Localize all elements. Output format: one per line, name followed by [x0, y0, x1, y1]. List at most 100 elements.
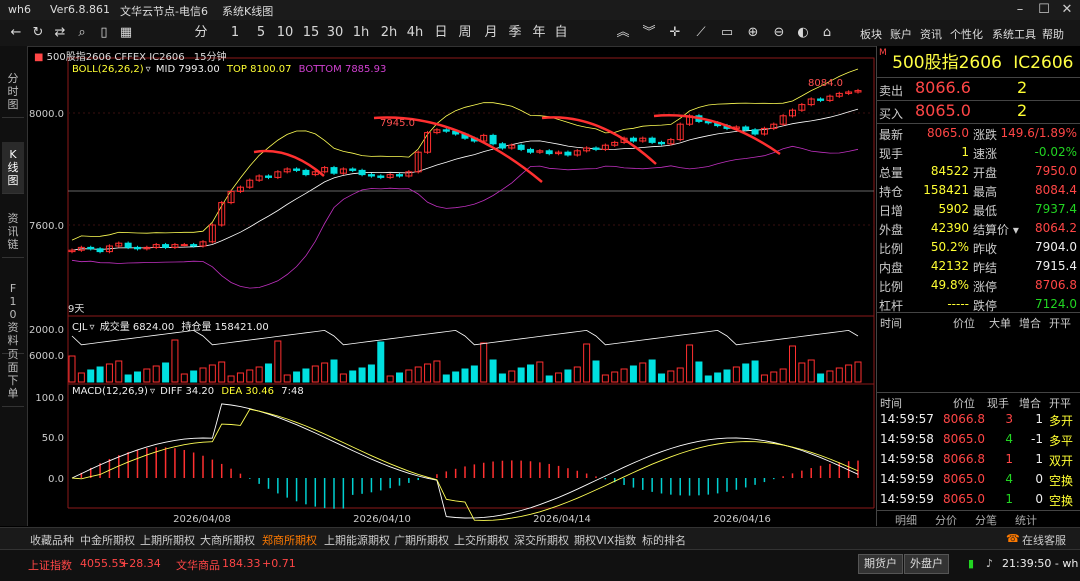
menu-1[interactable]: 账户 [890, 28, 912, 41]
theme-icon[interactable]: ◐ [797, 25, 809, 40]
bottom-tab-1[interactable]: 中金所期权 [80, 534, 135, 547]
candlestick-icon[interactable]: ▯ [100, 25, 108, 40]
bottom-tab-6[interactable]: 广期所期权 [394, 534, 449, 547]
tab-label: F10资料 [7, 282, 19, 347]
index2-name[interactable]: 文华商品 [176, 559, 220, 572]
quote-row: 内盘 42132 昨结 7915.4 [877, 257, 1080, 276]
rectangle-icon[interactable]: ▭ [720, 25, 734, 40]
volume-bar [545, 375, 553, 383]
period-13[interactable]: 年 [532, 25, 546, 40]
bottom-tab-4[interactable]: 郑商所期权 [262, 534, 317, 547]
candle-body [845, 91, 853, 94]
close-icon[interactable]: ✕ [1061, 2, 1073, 17]
flag-icon: M [879, 48, 887, 58]
bid-row[interactable]: 买入 8065.0 2 [877, 100, 1080, 123]
support-icon[interactable]: ☎ [1006, 532, 1020, 545]
candle-body [143, 246, 151, 250]
trend-arc [373, 116, 543, 183]
quote-value: 49.8% [930, 278, 969, 292]
quote-label: 比例 [879, 242, 904, 256]
tab-f10[interactable]: F10资料 [2, 276, 24, 354]
tab-news[interactable]: 资讯链 [2, 206, 24, 258]
menu-5[interactable]: 帮助 [1042, 28, 1064, 41]
subtab-detail[interactable]: 明细 [895, 514, 917, 527]
chevron-up-double-icon[interactable]: ︽ [616, 25, 630, 40]
grid-icon[interactable]: ▦ [119, 25, 133, 40]
chart-canvas[interactable]: 8000.0 7600.0 32000.0 16000.0 100.0 50.0… [23, 46, 876, 526]
menu-2[interactable]: 资讯 [920, 28, 942, 41]
subtab-tick[interactable]: 分笔 [975, 514, 997, 527]
futures-account-button[interactable]: 期货户 [858, 554, 903, 574]
period-1[interactable]: 1 [230, 25, 240, 40]
volume-bar [695, 361, 703, 383]
volume-bar [826, 370, 834, 383]
tab-order[interactable]: 页面下单 [2, 342, 24, 407]
period-3[interactable]: 10 [276, 25, 294, 40]
period-10[interactable]: 周 [458, 25, 472, 40]
period-11[interactable]: 月 [484, 25, 498, 40]
tab-kline[interactable]: K线图 [2, 142, 24, 194]
bottom-tab-0[interactable]: 收藏品种 [30, 534, 74, 547]
search-icon[interactable]: ⌕ [78, 25, 86, 40]
subtab-price[interactable]: 分价 [935, 514, 957, 527]
period-5[interactable]: 30 [326, 25, 344, 40]
quote-label: 涨停 [973, 280, 998, 294]
index1-name[interactable]: 上证指数 [28, 559, 72, 572]
minimize-icon[interactable]: – [1016, 2, 1024, 17]
lock-icon[interactable]: ⌂ [822, 25, 832, 40]
candle-body [676, 123, 684, 141]
volume-bar [321, 362, 329, 383]
bottom-tab-7[interactable]: 上交所期权 [454, 534, 509, 547]
candle-body [339, 168, 347, 174]
candle-body [190, 244, 198, 247]
date-tick: 2026/04/08 [173, 514, 231, 525]
period-0[interactable]: 分 [194, 25, 208, 40]
cross-cursor-icon[interactable]: ✛ [669, 25, 681, 40]
zoom-out-icon[interactable]: ⊖ [773, 25, 785, 40]
candle-body [508, 144, 516, 149]
bottom-tab-8[interactable]: 深交所期权 [514, 534, 569, 547]
sound-icon[interactable]: ♪ [986, 557, 994, 570]
period-7[interactable]: 2h [380, 25, 398, 40]
refresh-icon[interactable]: ↻ [32, 25, 44, 40]
period-9[interactable]: 日 [434, 25, 448, 40]
tab-timeshare[interactable]: 分时图 [2, 66, 24, 118]
menu-0[interactable]: 板块 [860, 28, 882, 41]
back-arrow-icon[interactable]: ← [10, 25, 22, 40]
period-12[interactable]: 季 [508, 25, 522, 40]
period-14[interactable]: 自 [554, 25, 568, 40]
trade-icon[interactable]: ⇄ [54, 25, 66, 40]
candle-body [96, 248, 104, 253]
bottom-tab-2[interactable]: 上期所期权 [140, 534, 195, 547]
period-6[interactable]: 1h [352, 25, 370, 40]
bottom-tab-9[interactable]: 期权VIX指数 [574, 534, 637, 547]
foreign-account-button[interactable]: 外盘户 [904, 554, 949, 574]
bottom-tab-10[interactable]: 标的排名 [642, 534, 686, 547]
menu-4[interactable]: 系统工具 [992, 28, 1036, 41]
tick-row: 14:59:57 8066.8 3 1 多开 [877, 410, 1080, 429]
menu-3[interactable]: 个性化 [950, 28, 983, 41]
bottom-tab-3[interactable]: 大商所期权 [200, 534, 255, 547]
zoom-in-icon[interactable]: ⊕ [747, 25, 759, 40]
app-version: Ver6.8.861 [50, 3, 110, 16]
maximize-icon[interactable]: ☐ [1038, 2, 1050, 17]
bottom-tab-5[interactable]: 上期能源期权 [324, 534, 390, 547]
volume-bar [255, 366, 263, 383]
draw-line-icon[interactable]: ⟋ [696, 25, 706, 40]
subtab-stats[interactable]: 统计 [1015, 514, 1037, 527]
candle-body [311, 171, 319, 176]
ask-row[interactable]: 卖出 8066.6 2 [877, 77, 1080, 100]
candle-body [807, 98, 815, 106]
volume-bar [470, 365, 478, 383]
candle-body [265, 175, 272, 178]
period-4[interactable]: 15 [302, 25, 320, 40]
chevron-down-double-icon[interactable]: ︾ [642, 25, 656, 40]
online-support-link[interactable]: 在线客服 [1022, 534, 1066, 547]
candle-body [236, 186, 244, 192]
candle-body [760, 127, 768, 135]
period-8[interactable]: 4h [406, 25, 424, 40]
candle-body [489, 134, 497, 145]
kline-chart[interactable]: 8000.0 7600.0 32000.0 16000.0 100.0 50.0… [23, 46, 876, 526]
volume-bar [218, 361, 226, 383]
period-2[interactable]: 5 [256, 25, 266, 40]
